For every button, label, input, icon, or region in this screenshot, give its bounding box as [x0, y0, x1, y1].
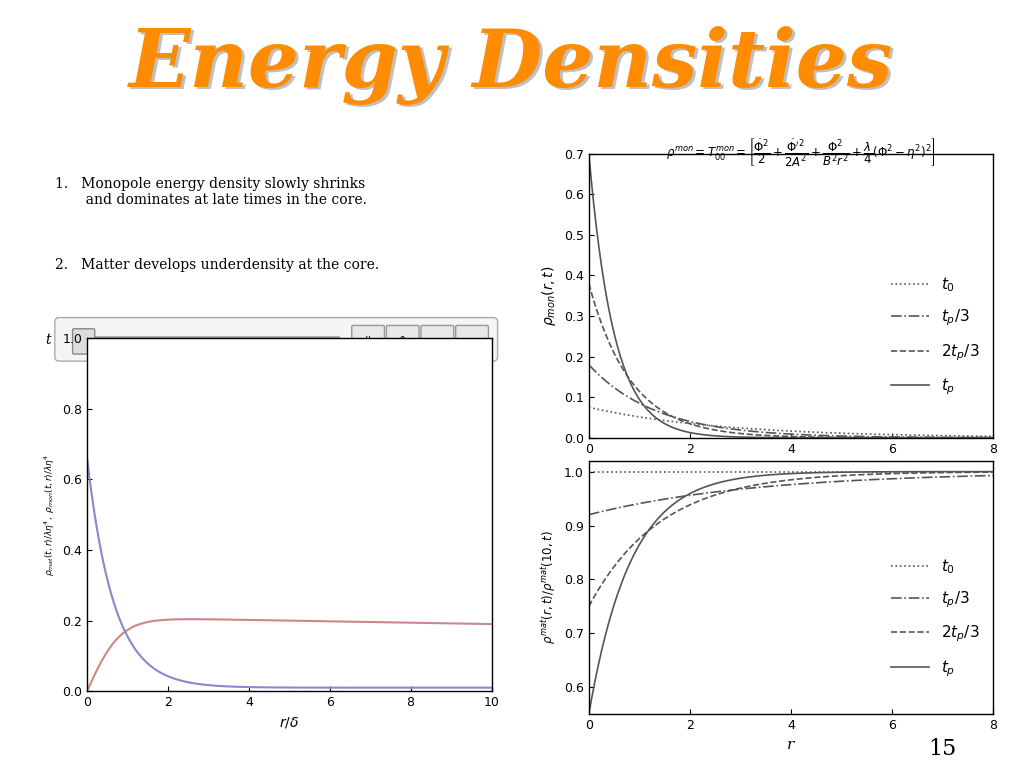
Text: 2.   Matter develops underdensity at the core.: 2. Matter develops underdensity at the c… [55, 258, 379, 272]
Text: Energy Densities: Energy Densities [129, 26, 893, 105]
FancyBboxPatch shape [386, 326, 419, 357]
Text: Energy Densities: Energy Densities [132, 28, 896, 108]
X-axis label: r: r [787, 737, 795, 752]
Text: ^: ^ [398, 336, 408, 346]
Text: ||: || [365, 336, 372, 346]
Text: 15: 15 [928, 738, 956, 760]
Text: 1.   Monopole energy density slowly shrinks
       and dominates at late times i: 1. Monopole energy density slowly shrink… [55, 177, 367, 207]
FancyBboxPatch shape [73, 329, 95, 354]
Text: v: v [434, 336, 440, 346]
FancyBboxPatch shape [351, 326, 384, 357]
Legend: $t_0$, $t_p/3$, $2t_p/3$, $t_p$: $t_0$, $t_p/3$, $2t_p/3$, $t_p$ [885, 270, 986, 403]
FancyBboxPatch shape [456, 326, 488, 357]
Text: t: t [45, 333, 51, 346]
Text: $\rho^{mon} = T_{00}^{mon} = \left[\dfrac{\dot{\Phi}^2}{2} + \dfrac{\dot{\Phi}^{: $\rho^{mon} = T_{00}^{mon} = \left[\dfra… [667, 136, 936, 167]
Legend: $t_0$, $t_p/3$, $2t_p/3$, $t_p$: $t_0$, $t_p/3$, $2t_p/3$, $t_p$ [885, 551, 986, 685]
Y-axis label: $\rho^{mat}(r,t)/\rho^{mat}(10,t)$: $\rho^{mat}(r,t)/\rho^{mat}(10,t)$ [540, 531, 558, 644]
FancyBboxPatch shape [73, 337, 340, 346]
FancyBboxPatch shape [421, 326, 454, 357]
FancyBboxPatch shape [54, 318, 498, 361]
Y-axis label: $\rho_{mon}(r,t)$: $\rho_{mon}(r,t)$ [541, 266, 558, 326]
X-axis label: $r/\delta$: $r/\delta$ [280, 714, 299, 730]
Text: →: → [467, 336, 477, 346]
Y-axis label: $\rho_{mat}(t,r) / \lambda\eta^4,\ \rho_{mon}(t,r) / \lambda\eta^4$: $\rho_{mat}(t,r) / \lambda\eta^4,\ \rho_… [42, 453, 56, 576]
X-axis label: r: r [787, 461, 795, 475]
